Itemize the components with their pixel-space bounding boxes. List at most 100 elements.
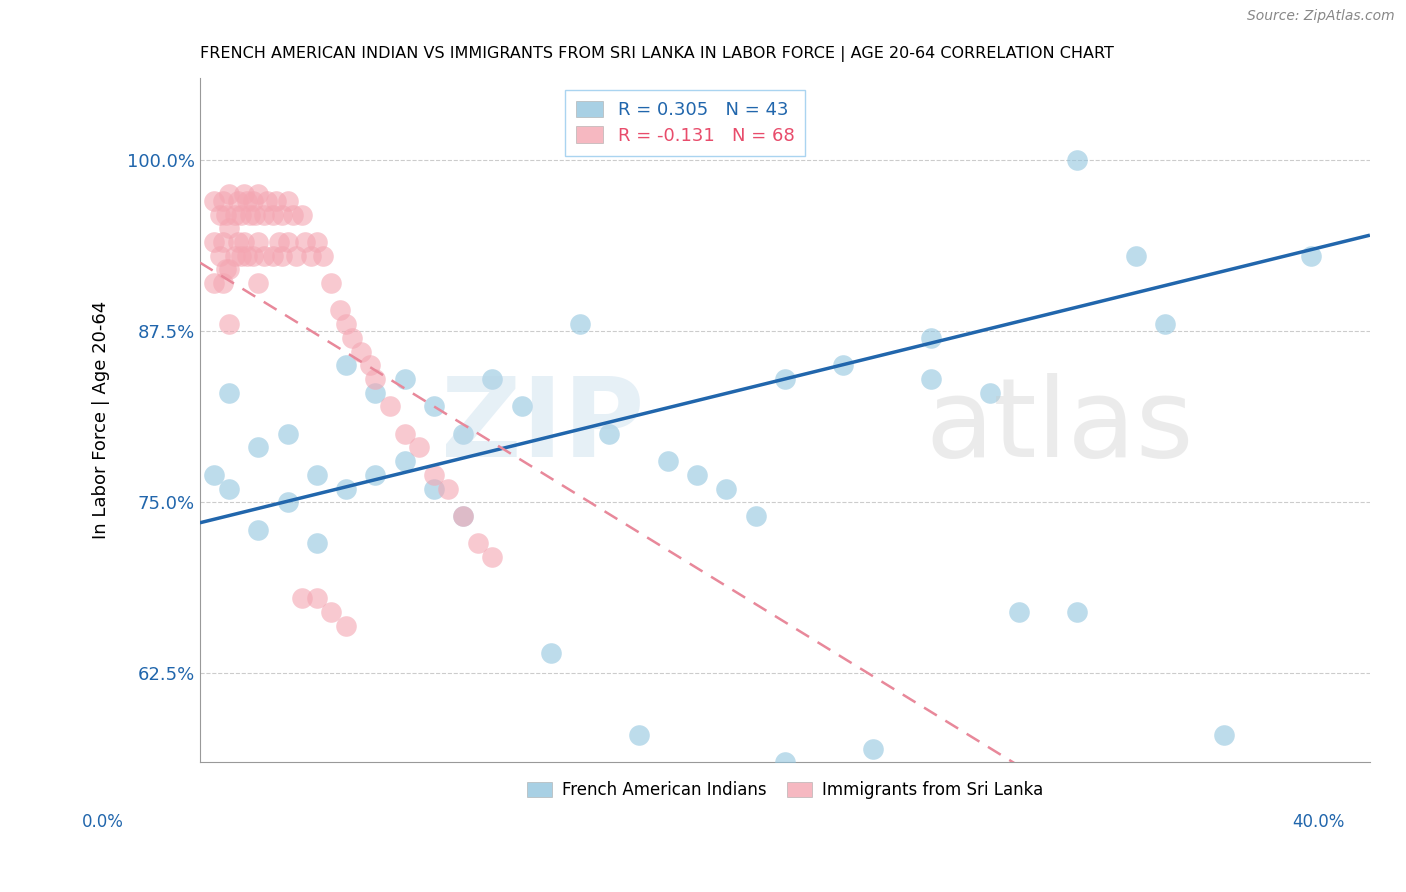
Point <box>394 454 416 468</box>
Point <box>283 208 305 222</box>
Point <box>215 208 238 222</box>
Y-axis label: In Labor Force | Age 20-64: In Labor Force | Age 20-64 <box>93 301 110 539</box>
Point <box>569 317 592 331</box>
Point <box>321 605 343 619</box>
Point <box>540 646 562 660</box>
Point <box>267 235 290 249</box>
Point <box>920 331 942 345</box>
Point <box>423 400 446 414</box>
Point <box>218 385 240 400</box>
Point <box>321 276 343 290</box>
Point <box>1301 249 1323 263</box>
Point <box>423 467 446 482</box>
Point <box>299 249 322 263</box>
Point <box>423 482 446 496</box>
Point <box>270 249 292 263</box>
Point <box>657 454 679 468</box>
Point <box>204 235 226 249</box>
Point <box>218 187 240 202</box>
Point <box>245 208 267 222</box>
Point <box>335 359 357 373</box>
Point <box>1066 605 1088 619</box>
Point <box>312 249 335 263</box>
Point <box>209 249 232 263</box>
Point <box>277 495 299 509</box>
Point <box>335 618 357 632</box>
Point <box>224 249 246 263</box>
Point <box>378 400 401 414</box>
Point <box>212 194 235 208</box>
Point <box>481 372 503 386</box>
Point <box>340 331 363 345</box>
Legend: French American Indians, Immigrants from Sri Lanka: French American Indians, Immigrants from… <box>520 774 1049 805</box>
Point <box>686 467 709 482</box>
Point <box>291 208 314 222</box>
Point <box>226 235 249 249</box>
Point <box>773 756 796 770</box>
Point <box>1154 317 1177 331</box>
Point <box>262 249 284 263</box>
Text: Source: ZipAtlas.com: Source: ZipAtlas.com <box>1247 9 1395 22</box>
Point <box>253 208 276 222</box>
Point <box>285 249 308 263</box>
Point <box>773 372 796 386</box>
Point <box>270 208 292 222</box>
Point <box>451 508 474 523</box>
Point <box>329 303 352 318</box>
Text: 0.0%: 0.0% <box>82 813 124 830</box>
Point <box>212 276 235 290</box>
Point <box>218 262 240 277</box>
Point <box>862 741 884 756</box>
Text: atlas: atlas <box>925 374 1194 481</box>
Point <box>277 194 299 208</box>
Point <box>350 344 373 359</box>
Text: 40.0%: 40.0% <box>1292 813 1346 830</box>
Point <box>364 467 387 482</box>
Point <box>235 249 257 263</box>
Point <box>232 187 254 202</box>
Point <box>335 317 357 331</box>
Text: ZIP: ZIP <box>441 374 644 481</box>
Point <box>1125 249 1147 263</box>
Point <box>394 372 416 386</box>
Point <box>218 221 240 235</box>
Point <box>1008 605 1031 619</box>
Point <box>226 194 249 208</box>
Point <box>212 235 235 249</box>
Point <box>239 208 262 222</box>
Point <box>247 441 270 455</box>
Point <box>264 194 287 208</box>
Point <box>277 235 299 249</box>
Point <box>832 359 855 373</box>
Point <box>204 276 226 290</box>
Point <box>744 508 766 523</box>
Point <box>242 249 264 263</box>
Point <box>979 385 1001 400</box>
Point <box>305 235 328 249</box>
Point <box>920 372 942 386</box>
Point <box>1212 728 1234 742</box>
Point <box>627 728 650 742</box>
Point <box>247 276 270 290</box>
Text: FRENCH AMERICAN INDIAN VS IMMIGRANTS FROM SRI LANKA IN LABOR FORCE | AGE 20-64 C: FRENCH AMERICAN INDIAN VS IMMIGRANTS FRO… <box>200 46 1114 62</box>
Point <box>229 208 252 222</box>
Point <box>437 482 460 496</box>
Point <box>364 372 387 386</box>
Point <box>305 536 328 550</box>
Point <box>481 549 503 564</box>
Point <box>253 249 276 263</box>
Point <box>335 482 357 496</box>
Point <box>209 208 232 222</box>
Point <box>262 208 284 222</box>
Point <box>247 523 270 537</box>
Point <box>364 385 387 400</box>
Point <box>408 441 430 455</box>
Point <box>291 591 314 606</box>
Point <box>394 426 416 441</box>
Point <box>510 400 533 414</box>
Point <box>247 187 270 202</box>
Point <box>451 426 474 441</box>
Point <box>204 467 226 482</box>
Point <box>232 235 254 249</box>
Point <box>215 262 238 277</box>
